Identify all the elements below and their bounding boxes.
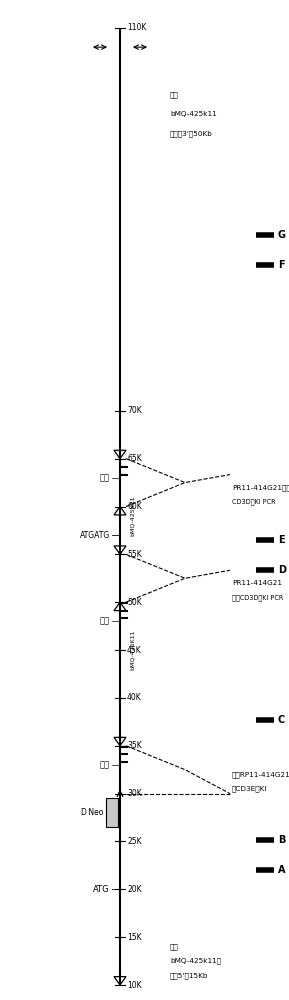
Text: 110K: 110K xyxy=(127,23,146,32)
Text: 35K: 35K xyxy=(127,741,142,750)
Text: 停止: 停止 xyxy=(100,760,110,769)
Text: 25K: 25K xyxy=(127,837,142,846)
Text: F: F xyxy=(278,260,285,270)
Text: PR11-414G21上的: PR11-414G21上的 xyxy=(232,484,289,491)
Text: 70K: 70K xyxy=(127,406,142,415)
Text: 15K: 15K xyxy=(127,933,142,942)
FancyBboxPatch shape xyxy=(106,798,118,827)
Text: 来自: 来自 xyxy=(170,92,179,98)
Text: ATGATG: ATGATG xyxy=(80,531,110,540)
Text: D: D xyxy=(278,565,286,575)
Text: 10K: 10K xyxy=(127,980,142,990)
Text: D Neo: D Neo xyxy=(81,808,103,817)
Text: G: G xyxy=(278,230,286,240)
Text: bMQ-425k11的: bMQ-425k11的 xyxy=(170,958,221,964)
Text: 停止: 停止 xyxy=(100,473,110,482)
Text: 45K: 45K xyxy=(127,646,142,655)
Text: C: C xyxy=(278,715,285,725)
Text: 上的CD3D人KI PCR: 上的CD3D人KI PCR xyxy=(232,594,284,601)
Text: 30K: 30K xyxy=(127,789,142,798)
Text: 的CD3E人KI: 的CD3E人KI xyxy=(232,786,268,792)
Text: 40K: 40K xyxy=(127,693,142,702)
Text: 来自RP11-414G21: 来自RP11-414G21 xyxy=(232,771,289,778)
Text: B: B xyxy=(278,835,285,845)
Text: E: E xyxy=(278,535,285,545)
Text: 的小鼠3'臂50Kb: 的小鼠3'臂50Kb xyxy=(170,130,213,137)
Text: A: A xyxy=(278,865,286,875)
Text: 60K: 60K xyxy=(127,502,142,511)
Text: bMQ-425k11: bMQ-425k11 xyxy=(170,111,217,117)
Text: 65K: 65K xyxy=(127,454,142,463)
Text: 小鼠5'臂15Kb: 小鼠5'臂15Kb xyxy=(170,972,208,979)
Text: bMQ-425K11: bMQ-425K11 xyxy=(130,630,135,670)
Text: ATG: ATG xyxy=(93,885,110,894)
Text: 停止: 停止 xyxy=(100,617,110,626)
Text: CD3D人KI PCR: CD3D人KI PCR xyxy=(232,498,276,505)
Text: 50K: 50K xyxy=(127,598,142,607)
Text: PR11-414G21: PR11-414G21 xyxy=(232,580,282,586)
Text: bMQ-425K11: bMQ-425K11 xyxy=(130,496,135,536)
Text: 来自: 来自 xyxy=(170,943,179,950)
Text: 55K: 55K xyxy=(127,550,142,559)
Text: 20K: 20K xyxy=(127,885,142,894)
